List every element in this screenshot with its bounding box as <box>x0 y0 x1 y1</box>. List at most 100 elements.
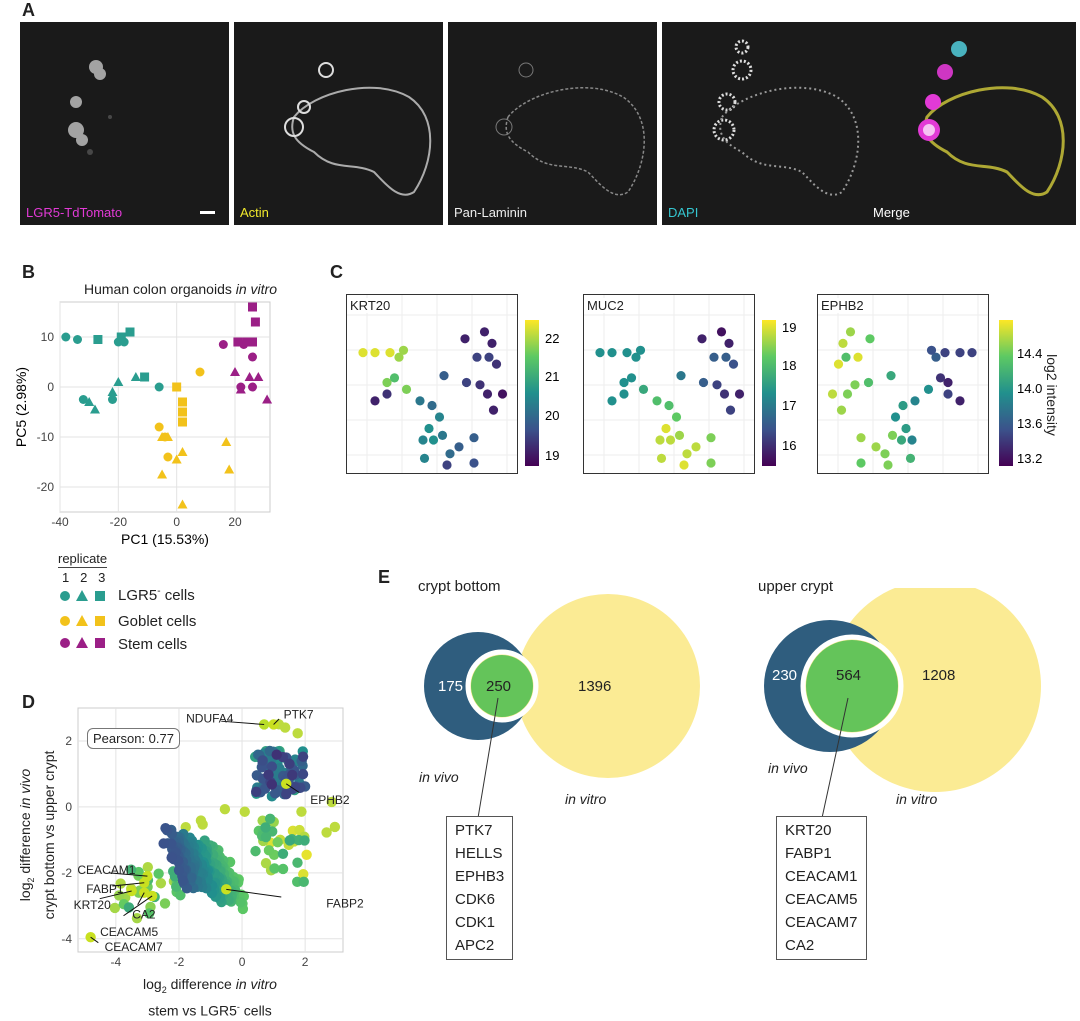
micrograph-image-laminin <box>495 62 645 196</box>
corr-point <box>115 878 126 889</box>
corr-label-leader <box>123 895 153 917</box>
venn-right-overlap-circle <box>806 640 898 732</box>
corr-point <box>284 835 295 846</box>
venn-left-gene: APC2 <box>455 937 495 954</box>
map-point <box>428 435 439 445</box>
pca-point <box>61 332 71 342</box>
pca-point <box>178 417 187 427</box>
venn-right-gene: FABP1 <box>785 845 832 862</box>
pca-point <box>130 372 141 381</box>
map-point <box>418 435 428 445</box>
map-point <box>856 433 866 443</box>
map-point <box>607 348 617 358</box>
corr-point <box>272 836 283 848</box>
corr-labeled-point <box>281 778 292 790</box>
legend-lgr5-sup: - <box>157 586 161 597</box>
venn-left-gene: CDK6 <box>455 891 496 908</box>
corr-point <box>166 838 177 849</box>
corr-point <box>155 878 167 889</box>
legend-goblet-circle <box>60 616 70 626</box>
channel-label-merge: Merge <box>873 205 910 220</box>
corr-point-label: CEACAM5 <box>100 925 158 939</box>
legend-goblet-triangle <box>76 615 88 626</box>
map-point <box>469 433 479 443</box>
pca-point <box>125 327 135 337</box>
corr-point <box>160 822 171 834</box>
panel-label-c: C <box>330 262 343 282</box>
map-point <box>712 380 722 390</box>
map-point <box>382 377 392 388</box>
map-point <box>697 334 707 344</box>
venn-right-gene: KRT20 <box>785 822 832 839</box>
pca-point <box>177 447 188 456</box>
pca-point <box>248 352 257 362</box>
venn-right-vivo-count: 230 <box>772 667 797 684</box>
x-label-cells: cells <box>239 1002 272 1019</box>
pca-point <box>116 332 126 342</box>
pca-point <box>248 302 257 312</box>
pca-y-tick-0: 10 <box>41 330 55 344</box>
map-point <box>907 435 917 445</box>
legend-lgr5-suffix: cells <box>160 587 195 604</box>
legend-lgr5-triangle <box>76 590 88 601</box>
corr-point <box>166 852 177 863</box>
corr-point <box>266 761 278 772</box>
corr-point <box>298 876 309 888</box>
corr-point <box>287 769 298 781</box>
venn-left-gene: CDK1 <box>455 914 496 931</box>
pca-x-tick-2: 0 <box>173 515 180 529</box>
map-point <box>671 412 682 422</box>
map-point <box>850 380 860 390</box>
map-point <box>619 377 629 388</box>
map-point <box>401 384 412 394</box>
map-point <box>926 345 937 355</box>
map-point <box>838 338 848 348</box>
corr-point <box>235 897 246 908</box>
map-point <box>385 348 395 358</box>
map-point <box>724 338 734 348</box>
map-point <box>419 453 430 463</box>
map-point <box>674 430 685 440</box>
map-krt20 <box>346 294 518 474</box>
map-point <box>479 327 490 337</box>
pca-point <box>73 335 82 344</box>
map-point <box>706 458 716 468</box>
map-point <box>955 348 965 358</box>
x-label-sub: 2 <box>161 984 167 995</box>
legend-stem-label: Stem cells <box>118 636 188 653</box>
venn-right-overlap-count: 564 <box>836 667 861 684</box>
y-label-sub: 2 <box>25 877 36 883</box>
map-point <box>698 377 709 388</box>
corr-point <box>260 822 271 833</box>
corr-label-leader <box>273 718 280 725</box>
pca-point <box>224 464 235 474</box>
corr-point <box>250 786 262 798</box>
map-point <box>679 460 689 470</box>
corr-label-leader <box>112 882 145 887</box>
map-point <box>424 423 434 434</box>
corr-point <box>186 872 197 883</box>
corr-point <box>296 806 307 817</box>
legend-goblet-label: Goblet cells <box>118 613 197 630</box>
venn-right-invivo-label: in vivo <box>768 760 808 776</box>
venn-right-gene: CEACAM5 <box>785 891 858 908</box>
pca-point <box>250 317 260 327</box>
map-point <box>442 460 452 470</box>
corr-point <box>257 755 268 766</box>
pca-x-tick-0: -40 <box>51 515 69 529</box>
map-point <box>415 396 425 406</box>
pca-y-tick-3: -20 <box>37 480 55 494</box>
colorbar-krt20-tick-2: 20 <box>545 408 559 423</box>
group-legend-symbols <box>60 590 105 648</box>
corr-labeled-point <box>221 884 232 895</box>
venn-left-vitro-count: 1396 <box>578 678 611 695</box>
map-point <box>706 433 716 443</box>
pca-point <box>230 367 240 376</box>
map-point <box>382 389 392 399</box>
corr-point-label: FABP1 <box>86 882 124 896</box>
corr-point <box>175 890 186 901</box>
map-point <box>931 352 941 362</box>
corr-label-leader <box>99 890 132 900</box>
pca-point <box>154 422 164 432</box>
map-point <box>827 389 838 399</box>
